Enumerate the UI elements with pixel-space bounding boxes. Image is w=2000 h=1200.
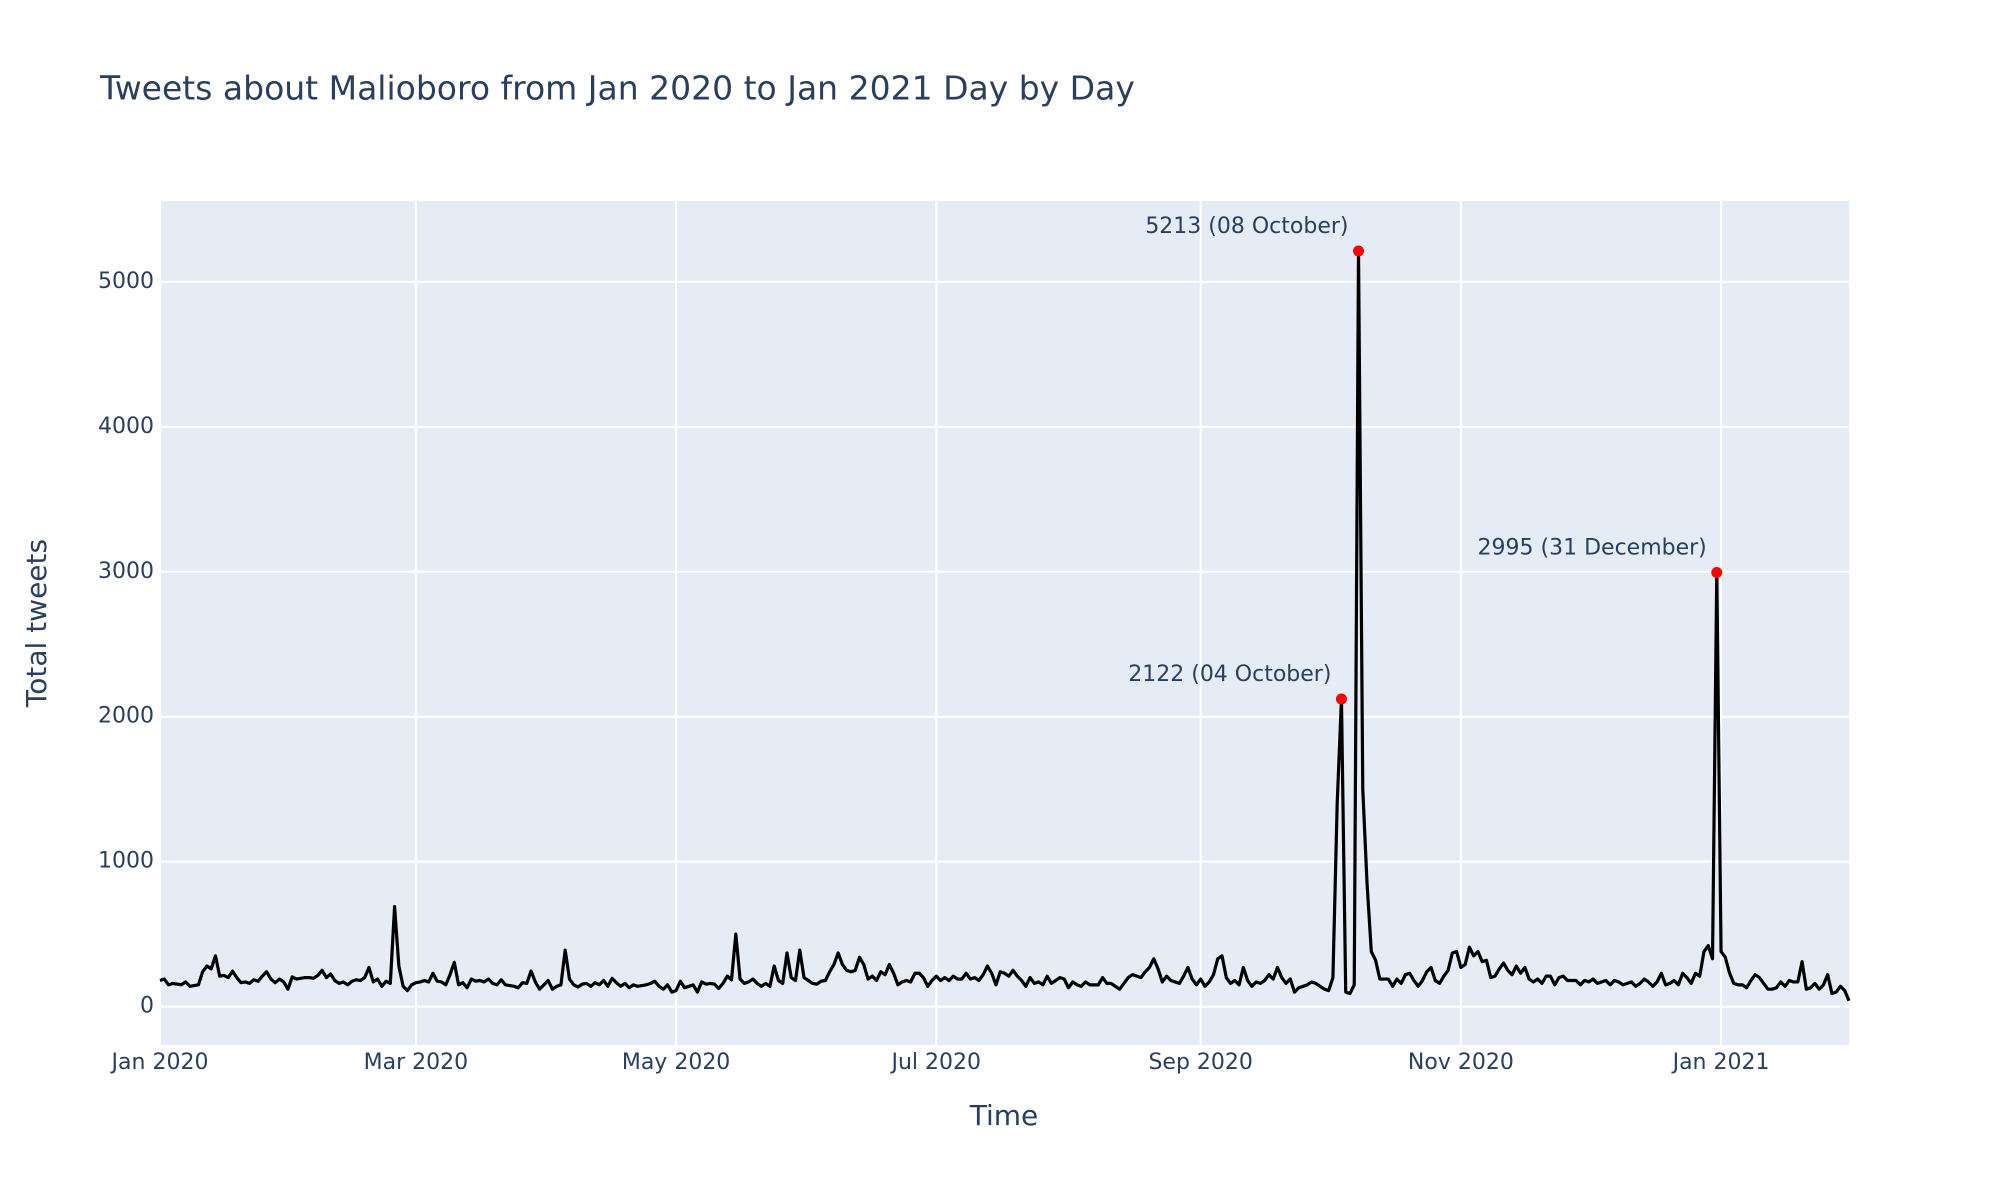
line (159, 249, 1851, 1002)
annotation-label: 2995 (31 December) (1478, 535, 1707, 560)
marks (159, 245, 1851, 1002)
x-tick-label: Jul 2020 (889, 1050, 981, 1075)
y-tick-label: 5000 (98, 269, 154, 294)
x-tick-label: Nov 2020 (1408, 1050, 1514, 1075)
y-tick-label: 0 (140, 994, 154, 1019)
x-tick-label: May 2020 (622, 1050, 730, 1075)
annotation-marker (1711, 566, 1723, 578)
y-tick-label: 2000 (98, 704, 154, 729)
x-tick-label: Mar 2020 (364, 1050, 469, 1075)
annotation-label: 5213 (08 October) (1145, 214, 1348, 239)
y-tick-label: 4000 (98, 414, 154, 439)
annotation-marker (1335, 693, 1347, 705)
annotation-label: 2122 (04 October) (1128, 662, 1331, 687)
y-tick-label: 1000 (98, 849, 154, 874)
plot-area (160, 201, 1849, 1045)
y-tick-label: 3000 (98, 559, 154, 584)
annotation-marker (1353, 245, 1365, 257)
y-axis-title: Total tweets (20, 539, 53, 708)
x-axis-title: Time (969, 1099, 1039, 1132)
x-tick-label: Jan 2020 (110, 1050, 209, 1075)
x-tick-label: Sep 2020 (1148, 1050, 1252, 1075)
x-tick-label: Jan 2021 (1671, 1050, 1770, 1075)
chart-title: Tweets about Malioboro from Jan 2020 to … (99, 69, 1135, 108)
